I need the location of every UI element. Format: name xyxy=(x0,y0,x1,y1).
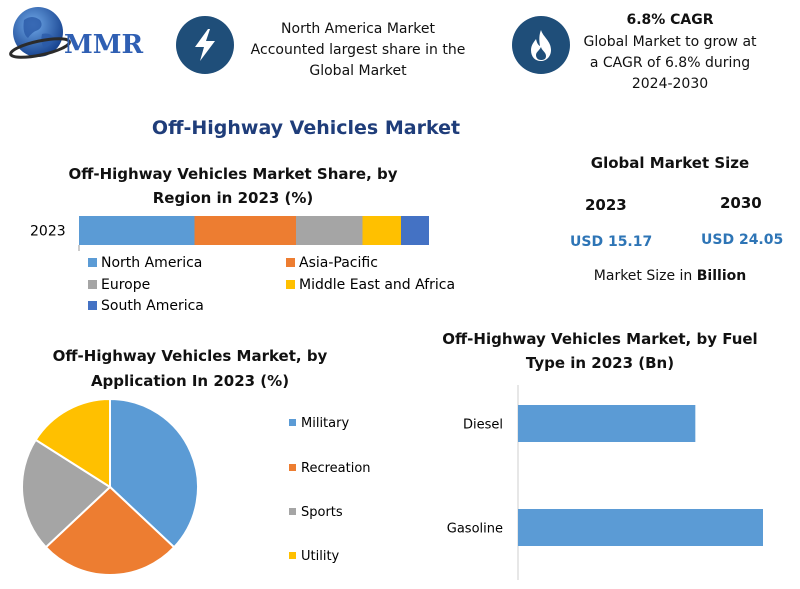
legend-swatch-recreation xyxy=(289,464,296,471)
legend-label-asia-pacific: Asia-Pacific xyxy=(299,255,378,271)
flame-icon xyxy=(531,30,551,61)
value-2030: USD 24.05 xyxy=(701,232,784,248)
logo-text: MMR xyxy=(64,30,144,60)
legend-label-utility: Utility xyxy=(301,549,340,564)
badge2-text: Global Market to grow at a CAGR of 6.8% … xyxy=(583,34,757,92)
mmr-logo: MMR xyxy=(6,4,156,64)
fuel-chart-title: Off-Highway Vehicles Market, by Fuel Typ… xyxy=(442,330,758,372)
legend-swatch-military xyxy=(289,419,296,426)
bar-segment-europe xyxy=(296,216,363,245)
market-size-note-unit: Billion xyxy=(696,268,747,284)
market-size-note-prefix: Market Size in xyxy=(593,268,697,284)
application-chart-title: Off-Highway Vehicles Market, by Applicat… xyxy=(52,347,328,390)
pie-slice-military xyxy=(109,397,199,549)
legend-label-middle-east-and-africa: Middle East and Africa xyxy=(299,277,455,293)
legend-label-europe: Europe xyxy=(101,277,150,293)
globe-icon xyxy=(9,7,71,59)
cagr-title: 6.8% CAGR xyxy=(626,12,714,28)
bar-segment-north-america xyxy=(79,216,195,245)
bar-segment-south-america xyxy=(401,216,429,245)
legend-swatch-sports xyxy=(289,508,296,515)
legend-swatch-europe xyxy=(88,280,97,289)
legend-swatch-north-america xyxy=(88,258,97,267)
legend-swatch-utility xyxy=(289,552,296,559)
lightning-badge xyxy=(176,16,234,74)
pie-slice-recreation xyxy=(44,485,176,576)
legend-swatch-asia-pacific xyxy=(286,258,295,267)
lightning-icon xyxy=(195,29,215,61)
pie-slice-sports xyxy=(21,438,112,549)
market-size-note: Market Size in Billion xyxy=(560,268,780,284)
pie-slice-utility xyxy=(34,397,111,489)
legend-swatch-south-america xyxy=(88,301,97,310)
category-label-diesel: Diesel xyxy=(463,418,503,433)
year-2030-label: 2030 xyxy=(720,194,762,212)
legend-label-military: Military xyxy=(301,416,349,431)
bar-diesel xyxy=(518,405,696,442)
market-size-title: Global Market Size xyxy=(590,154,750,172)
flame-badge xyxy=(512,16,570,74)
legend-label-south-america: South America xyxy=(101,298,204,314)
region-stacked-bar-chart: 2023 North America Asia-Pacific Europe Middl… xyxy=(30,216,455,314)
legend-label-north-america: North America xyxy=(101,255,202,271)
fuel-type-bar-chart: Diesel Gasoline xyxy=(447,385,763,580)
category-label-gasoline: Gasoline xyxy=(447,522,503,537)
legend-swatch-middle-east-and-africa xyxy=(286,280,295,289)
bar-segment-middle-east-and-africa xyxy=(362,216,401,245)
bar-segment-asia-pacific xyxy=(194,216,296,245)
legend-label-recreation: Recreation xyxy=(301,461,371,476)
badge1-text: North America Market Accounted largest s… xyxy=(250,21,466,79)
value-2023: USD 15.17 xyxy=(570,234,653,250)
region-chart-title: Off-Highway Vehicles Market Share, by Re… xyxy=(68,165,398,207)
legend-label-sports: Sports xyxy=(301,505,343,520)
application-pie-chart: Military Recreation Sports Utility xyxy=(21,397,371,576)
page-title: Off-Highway Vehicles Market xyxy=(151,117,461,139)
year-2023-label: 2023 xyxy=(585,196,627,214)
bar-gasoline xyxy=(518,509,763,546)
category-label-2023: 2023 xyxy=(30,224,66,240)
